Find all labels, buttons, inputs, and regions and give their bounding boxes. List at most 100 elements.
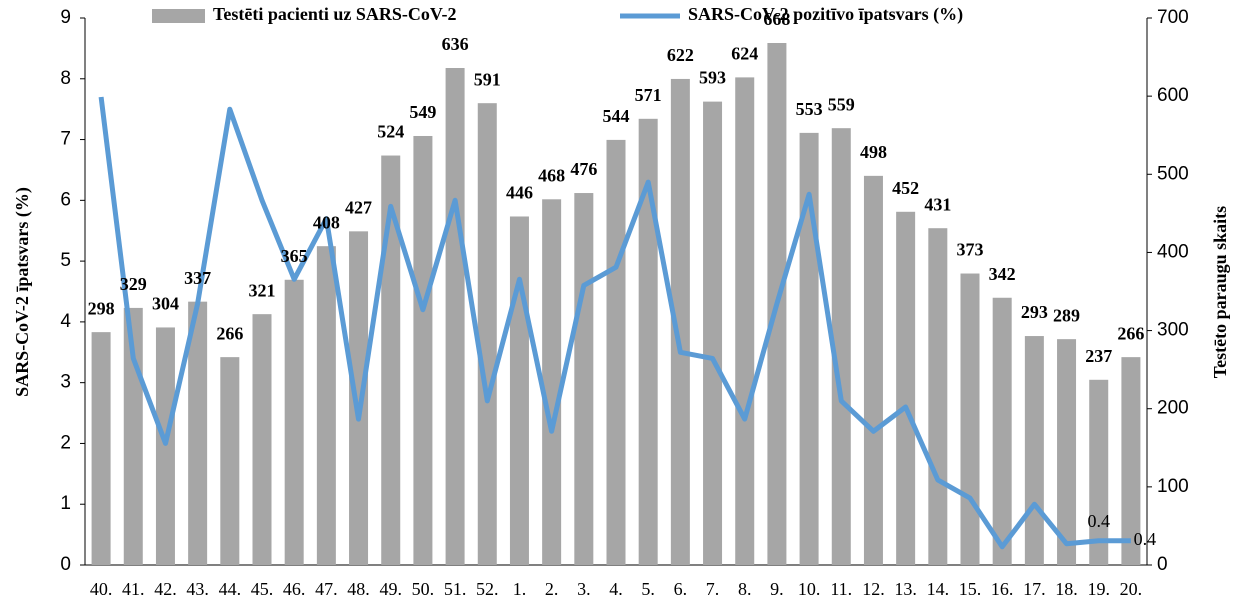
x-tick-label: 9. xyxy=(770,579,784,599)
x-tick-label: 44. xyxy=(219,579,242,599)
bar xyxy=(992,297,1012,565)
data-label: 636 xyxy=(442,34,469,54)
data-label: 237 xyxy=(1085,346,1112,366)
x-tick-label: 8. xyxy=(738,579,752,599)
data-label: 0.4 xyxy=(1134,529,1157,549)
data-label: 266 xyxy=(1117,323,1144,343)
x-tick-label: 40. xyxy=(90,579,113,599)
data-label: 593 xyxy=(699,68,726,88)
legend-label: Testēti pacienti uz SARS-CoV-2 xyxy=(213,4,457,24)
data-label: 427 xyxy=(345,197,372,217)
data-label: 329 xyxy=(120,274,147,294)
bar xyxy=(542,199,562,565)
x-tick-label: 47. xyxy=(315,579,338,599)
data-label: 476 xyxy=(570,159,597,179)
x-tick-label: 45. xyxy=(251,579,274,599)
x-tick-label: 52. xyxy=(476,579,499,599)
x-tick-label: 16. xyxy=(991,579,1014,599)
data-label: 289 xyxy=(1053,305,1080,325)
y-tick-label: 9 xyxy=(60,7,71,28)
data-label: 549 xyxy=(409,102,436,122)
y-axis-title: SARS-CoV-2 īpatsvars (%) xyxy=(12,187,33,397)
y-tick-label: 6 xyxy=(60,189,71,210)
y2-tick-label: 600 xyxy=(1157,85,1189,106)
bar xyxy=(220,357,240,565)
bar xyxy=(477,103,497,565)
x-tick-label: 20. xyxy=(1120,579,1143,599)
bar xyxy=(316,246,336,566)
y2-tick-label: 100 xyxy=(1157,476,1189,497)
x-tick-label: 15. xyxy=(959,579,982,599)
bar xyxy=(896,211,916,565)
bar xyxy=(284,279,304,565)
bar xyxy=(445,68,465,566)
x-tick-label: 48. xyxy=(347,579,370,599)
x-tick-label: 17. xyxy=(1023,579,1046,599)
bar xyxy=(831,128,851,565)
y-tick-label: 2 xyxy=(60,432,71,453)
x-tick-label: 6. xyxy=(674,579,688,599)
bar xyxy=(381,155,401,565)
data-label: 365 xyxy=(281,246,308,266)
x-tick-label: 50. xyxy=(412,579,435,599)
data-label: 668 xyxy=(763,9,790,29)
y-tick-label: 4 xyxy=(60,311,71,332)
data-label: 266 xyxy=(216,323,243,343)
y-tick-label: 5 xyxy=(60,250,71,271)
data-label: 373 xyxy=(957,240,984,260)
y2-tick-label: 0 xyxy=(1157,554,1168,575)
y2-tick-label: 200 xyxy=(1157,398,1189,419)
x-tick-label: 13. xyxy=(894,579,917,599)
bar xyxy=(863,175,883,565)
x-tick-label: 43. xyxy=(186,579,209,599)
bar xyxy=(1089,379,1109,565)
data-label: 304 xyxy=(152,294,179,314)
data-label: 571 xyxy=(635,85,662,105)
data-label: 498 xyxy=(860,142,887,162)
x-tick-label: 10. xyxy=(798,579,821,599)
x-tick-label: 5. xyxy=(641,579,655,599)
x-tick-label: 46. xyxy=(283,579,306,599)
y-tick-label: 3 xyxy=(60,372,71,393)
data-label: 342 xyxy=(989,264,1016,284)
x-tick-label: 18. xyxy=(1055,579,1078,599)
x-tick-label: 19. xyxy=(1087,579,1110,599)
data-label: 622 xyxy=(667,45,694,65)
data-label: 321 xyxy=(249,280,276,300)
data-label: 293 xyxy=(1021,302,1048,322)
data-label: 408 xyxy=(313,212,340,232)
y2-axis-title: Testēto paraugu skaits xyxy=(1210,206,1230,378)
bar xyxy=(735,77,755,565)
data-label: 559 xyxy=(828,94,855,114)
x-tick-label: 7. xyxy=(706,579,720,599)
x-tick-label: 14. xyxy=(927,579,950,599)
bar xyxy=(574,193,594,566)
bar xyxy=(606,139,626,565)
bar xyxy=(252,314,272,565)
data-label: 524 xyxy=(377,122,404,142)
legend-swatch xyxy=(152,9,205,23)
data-label: 446 xyxy=(506,183,533,203)
y2-tick-label: 400 xyxy=(1157,241,1189,262)
legend-label: SARS-CoV-2 pozitīvo īpatsvars (%) xyxy=(688,4,963,25)
y-tick-label: 1 xyxy=(60,493,71,514)
data-label: 591 xyxy=(474,69,501,89)
x-tick-label: 49. xyxy=(379,579,402,599)
line xyxy=(98,96,1131,550)
y2-tick-label: 500 xyxy=(1157,163,1189,184)
bar xyxy=(155,327,175,565)
bar xyxy=(1024,336,1044,565)
data-label: 452 xyxy=(892,178,919,198)
bar xyxy=(91,332,111,565)
data-label: 337 xyxy=(184,268,211,288)
bar xyxy=(349,231,369,565)
data-label: 468 xyxy=(538,165,565,185)
y2-tick-label: 700 xyxy=(1157,7,1189,28)
x-tick-label: 1. xyxy=(513,579,527,599)
x-tick-label: 2. xyxy=(545,579,559,599)
x-tick-label: 4. xyxy=(609,579,623,599)
y2-tick-label: 300 xyxy=(1157,320,1189,341)
bar xyxy=(413,135,433,565)
x-tick-label: 42. xyxy=(154,579,177,599)
bar xyxy=(960,273,980,565)
